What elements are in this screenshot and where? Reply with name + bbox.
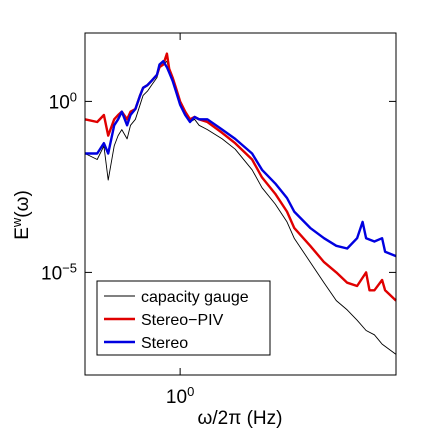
y-tick-label-1: 100 (49, 89, 77, 114)
x-axis-label: ω/2π (Hz) (198, 408, 283, 429)
legend-label-2: Stereo−PIV (141, 312, 224, 329)
series-layer (84, 52, 397, 355)
legend: capacity gauge Stereo−PIV Stereo (96, 280, 271, 356)
plot-frame (84, 32, 397, 376)
y-tick-label-2: 10−5 (41, 260, 77, 285)
tick-layer: 100 10−5 100 (41, 33, 396, 408)
x-tick-label-1: 100 (166, 384, 194, 409)
legend-label-3: Stereo (141, 335, 188, 352)
series-line-2 (84, 52, 397, 302)
y-axis-label: Ew(ω) (9, 190, 34, 240)
legend-label-1: capacity gauge (141, 289, 249, 306)
series-line-3 (85, 60, 397, 258)
y-axis-label-superscript: w (9, 217, 24, 228)
